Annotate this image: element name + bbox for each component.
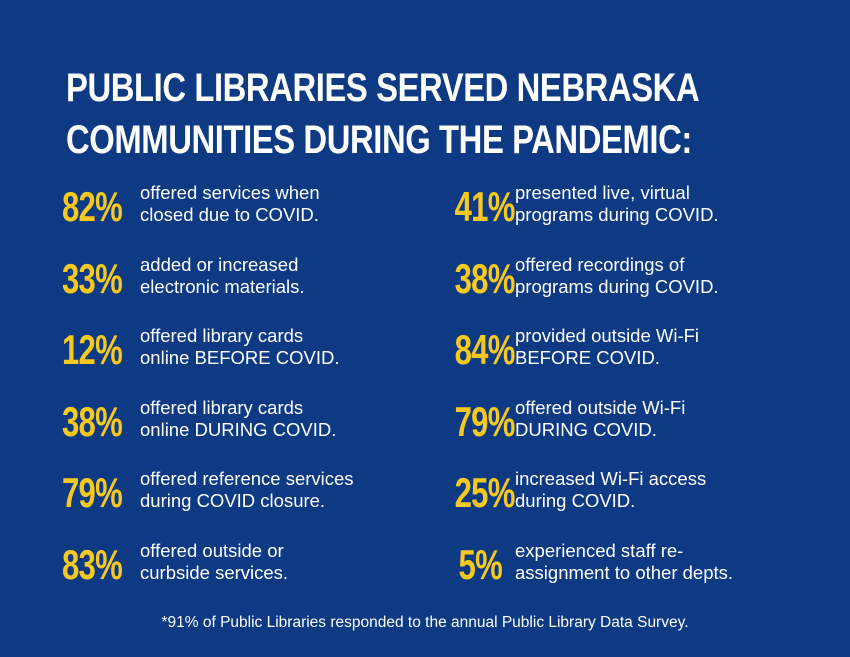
stat-percent: 38% <box>62 397 123 445</box>
stat-description-line: increased Wi-Fi access <box>515 468 707 489</box>
stat-item: 83% offered outside or curbside services… <box>62 540 402 612</box>
stat-item: 33% added or increased electronic materi… <box>62 254 402 326</box>
stat-item: 38% offered library cards online DURING … <box>62 397 402 469</box>
stat-description: experienced staff re- assignment to othe… <box>515 540 815 584</box>
right-stats-column: 41% presented live, virtual programs dur… <box>438 182 818 611</box>
stat-description: offered reference services during COVID … <box>140 468 410 512</box>
stat-description-line: experienced staff re- <box>515 539 684 561</box>
stat-description: added or increased electronic materials. <box>140 254 410 298</box>
stat-description-line: assignment to other depts. <box>515 561 734 583</box>
stat-description-line: electronic materials. <box>140 275 305 297</box>
stat-description-line: presented live, virtual <box>515 182 690 203</box>
stat-description-line: BEFORE COVID. <box>515 347 660 368</box>
stat-description: offered services when closed due to COVI… <box>140 182 410 226</box>
stat-item: 5% experienced staff re- assignment to o… <box>438 540 818 612</box>
stat-description-line: curbside services. <box>140 561 289 583</box>
stat-percent: 33% <box>62 254 123 302</box>
stat-item: 84% provided outside Wi-Fi BEFORE COVID. <box>438 325 818 397</box>
stat-description: presented live, virtual programs during … <box>515 182 815 226</box>
stat-item: 79% offered outside Wi-Fi DURING COVID. <box>438 397 818 469</box>
stat-description-line: provided outside Wi-Fi <box>515 325 700 346</box>
stat-item: 12% offered library cards online BEFORE … <box>62 325 402 397</box>
stat-description-line: offered outside or <box>140 539 284 561</box>
stat-description-line: offered library cards <box>140 325 304 346</box>
stat-percent: 82% <box>62 183 123 230</box>
stat-description-line: offered reference services <box>140 468 354 489</box>
stat-percent: 25% <box>454 469 516 516</box>
stat-description-line: DURING COVID. <box>515 418 657 440</box>
stat-description-line: programs during COVID. <box>515 204 719 225</box>
stat-percent: 38% <box>454 254 516 302</box>
stat-description: offered library cards online BEFORE COVI… <box>140 325 410 369</box>
footnote: *91% of Public Libraries responded to th… <box>161 614 689 631</box>
title-line-1: PUBLIC LIBRARIES SERVED NEBRASKA <box>66 66 700 110</box>
stat-description-line: offered outside Wi-Fi <box>515 396 686 418</box>
stat-item: 79% offered reference services during CO… <box>62 468 402 540</box>
stat-percent: 79% <box>454 397 516 445</box>
stat-percent: 5% <box>458 540 503 588</box>
stat-description: increased Wi-Fi access during COVID. <box>515 468 815 512</box>
stat-description-line: during COVID closure. <box>140 490 326 511</box>
stat-description: offered outside or curbside services. <box>140 540 410 584</box>
title-line-2: COMMUNITIES DURING THE PANDEMIC: <box>66 118 692 162</box>
stat-description-line: closed due to COVID. <box>140 204 319 225</box>
stat-percent: 12% <box>62 326 123 373</box>
stat-percent: 83% <box>62 540 123 588</box>
stat-description-line: offered recordings of <box>515 253 685 275</box>
page-title: PUBLIC LIBRARIES SERVED NEBRASKA COMMUNI… <box>66 62 700 166</box>
stat-description: provided outside Wi-Fi BEFORE COVID. <box>515 325 815 369</box>
stat-item: 25% increased Wi-Fi access during COVID. <box>438 468 818 540</box>
stat-description: offered recordings of programs during CO… <box>515 254 815 298</box>
stat-item: 41% presented live, virtual programs dur… <box>438 182 818 254</box>
stat-description-line: added or increased <box>140 253 299 275</box>
stat-percent: 79% <box>62 469 123 516</box>
stat-description-line: programs during COVID. <box>515 275 719 297</box>
stat-description-line: online DURING COVID. <box>140 418 337 440</box>
stat-item: 82% offered services when closed due to … <box>62 182 402 254</box>
stat-description-line: during COVID. <box>515 490 636 511</box>
stat-description: offered outside Wi-Fi DURING COVID. <box>515 397 815 441</box>
left-stats-column: 82% offered services when closed due to … <box>62 182 402 611</box>
stat-item: 38% offered recordings of programs durin… <box>438 254 818 326</box>
stat-description: offered library cards online DURING COVI… <box>140 397 410 441</box>
stat-description-line: online BEFORE COVID. <box>140 347 340 368</box>
stat-percent: 84% <box>454 326 516 373</box>
stat-description-line: offered library cards <box>140 396 304 418</box>
stat-percent: 41% <box>454 183 516 230</box>
stat-description-line: offered services when <box>140 182 320 203</box>
